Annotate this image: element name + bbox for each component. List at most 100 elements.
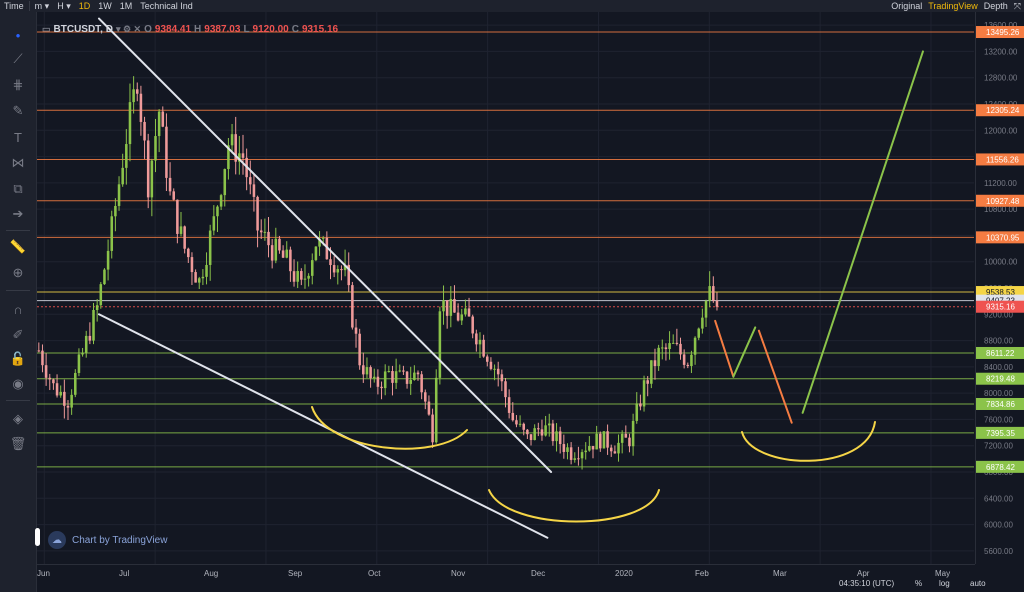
arrow-icon[interactable]: ➔ [12, 206, 24, 221]
candle-body [52, 379, 55, 384]
percent-toggle[interactable]: % [915, 579, 923, 588]
utc-time[interactable]: 04:35:10 (UTC) [839, 579, 895, 588]
level-label: 13495.26 [986, 28, 1020, 37]
fib-icon[interactable]: ⋕ [12, 77, 24, 92]
lock-drawing-icon[interactable]: ✐ [12, 327, 24, 342]
candle-body [424, 392, 427, 402]
level-label: 7834.86 [986, 400, 1015, 409]
tb-time[interactable]: Time [4, 1, 24, 11]
candle-body [194, 272, 197, 283]
candle-body [55, 383, 59, 396]
candle-body [591, 446, 595, 450]
ruler-icon[interactable]: 📏 [9, 239, 27, 254]
layers-icon[interactable]: ◈ [13, 411, 23, 426]
candle-body [41, 350, 44, 366]
magnet-icon[interactable]: ∩ [13, 301, 23, 317]
symbol-label[interactable]: BTCUSDT, D [53, 24, 113, 35]
candle-body [547, 423, 551, 426]
tradingview-watermark[interactable]: ☁ Chart by TradingView [48, 531, 167, 549]
tb-1w[interactable]: 1W [98, 1, 112, 11]
candle-body [234, 134, 237, 162]
level-badge [976, 372, 1024, 385]
candle-body [453, 298, 456, 313]
candle-body [303, 278, 307, 280]
candle-body [110, 216, 114, 251]
pattern-icon[interactable]: ⋈ [11, 155, 25, 170]
support-curve [488, 489, 660, 523]
tb-minute-dropdown[interactable]: m ▾ [34, 0, 50, 11]
candle-body [157, 111, 161, 137]
candle-body [628, 437, 631, 447]
candle-body [183, 226, 186, 249]
candle-body [445, 300, 449, 316]
support-curve [741, 421, 876, 462]
tb-1d[interactable]: 1D [78, 1, 91, 11]
bottom-status-bar: 04:35:10 (UTC) % log auto [37, 578, 1024, 592]
candle-body [139, 93, 143, 122]
candle-body [77, 354, 81, 373]
trendline-icon[interactable]: ⟋ [13, 51, 23, 66]
price-tick-label: 8000.00 [984, 389, 1013, 398]
candle-body [205, 264, 208, 277]
time-tick-label: Feb [695, 569, 709, 578]
gear-icon[interactable]: ▾ ⚙ ✕ [115, 24, 142, 34]
level-label: 10370.95 [986, 233, 1020, 242]
view-tradingview[interactable]: TradingView [928, 1, 978, 11]
candle-body [179, 226, 183, 234]
time-tick-label: Nov [451, 569, 465, 578]
tb-1m[interactable]: 1M [119, 1, 133, 11]
candle-body [558, 431, 562, 445]
lock-icon[interactable]: 🔓 [9, 351, 27, 366]
candle-body [712, 286, 715, 301]
candle-body [267, 231, 270, 246]
eye-icon[interactable]: ◉ [12, 376, 24, 391]
candle-body [409, 380, 412, 384]
price-axis[interactable]: 5600.006000.006400.006800.007200.007600.… [975, 12, 1024, 564]
candle-body [343, 264, 347, 271]
candle-body [482, 339, 485, 357]
fullscreen-icon[interactable]: ⤧ [1013, 0, 1021, 11]
candle-body [176, 199, 179, 234]
candle-body [394, 371, 398, 383]
view-original[interactable]: Original [891, 1, 923, 11]
auto-toggle[interactable]: auto [970, 579, 986, 588]
tb-hour-dropdown[interactable]: H ▾ [57, 0, 71, 11]
scroll-handle[interactable] [35, 528, 40, 546]
text-icon[interactable]: T [14, 129, 22, 145]
candle-body [336, 269, 340, 273]
cloud-icon: ☁ [48, 531, 66, 549]
prediction-icon[interactable]: ⧉ [13, 181, 23, 196]
zoom-icon[interactable]: ⊕ [12, 265, 24, 280]
view-depth[interactable]: Depth [983, 1, 1008, 11]
candle-body [285, 249, 289, 258]
candle-body [369, 367, 372, 379]
chart-area[interactable] [37, 12, 974, 564]
projection-line [732, 326, 757, 378]
candle-body [114, 205, 117, 217]
trendline [97, 17, 553, 473]
trash-icon[interactable]: 🗑 [9, 436, 27, 451]
crosshair-icon[interactable]: • [15, 27, 21, 43]
price-chart[interactable] [37, 12, 974, 564]
time-axis[interactable]: Jun Jul Aug Sep Oct Nov Dec 2020 Feb Mar Apr May [37, 564, 975, 581]
time-tick-label: 2020 [615, 569, 633, 578]
low-value: 9120.00 [252, 24, 289, 35]
tb-indicators[interactable]: Technical Ind [140, 1, 193, 11]
candle-body [300, 271, 303, 280]
time-tick-label: Aug [204, 569, 218, 578]
candle-body [577, 458, 580, 460]
candle-body [679, 343, 682, 355]
log-toggle[interactable]: log [939, 579, 950, 588]
candle-body [70, 394, 73, 408]
brush-icon[interactable]: ✎ [12, 103, 24, 118]
candle-body [518, 423, 522, 425]
drawing-tools-sidebar: • ⟋ ⋕ ✎ T ⋈ ⧉ ➔ 📏 ⊕ ∩ ✐ 🔓 ◉ ◈ 🗑 [0, 12, 37, 592]
candle-body [573, 458, 577, 460]
candle-body [635, 403, 639, 421]
candle-body [624, 433, 628, 438]
candle-body [190, 257, 194, 273]
level-label: 12305.24 [986, 106, 1020, 115]
collapse-icon[interactable]: ▭ [42, 24, 51, 34]
level-label: 9315.16 [986, 303, 1015, 312]
candle-body [449, 298, 453, 316]
